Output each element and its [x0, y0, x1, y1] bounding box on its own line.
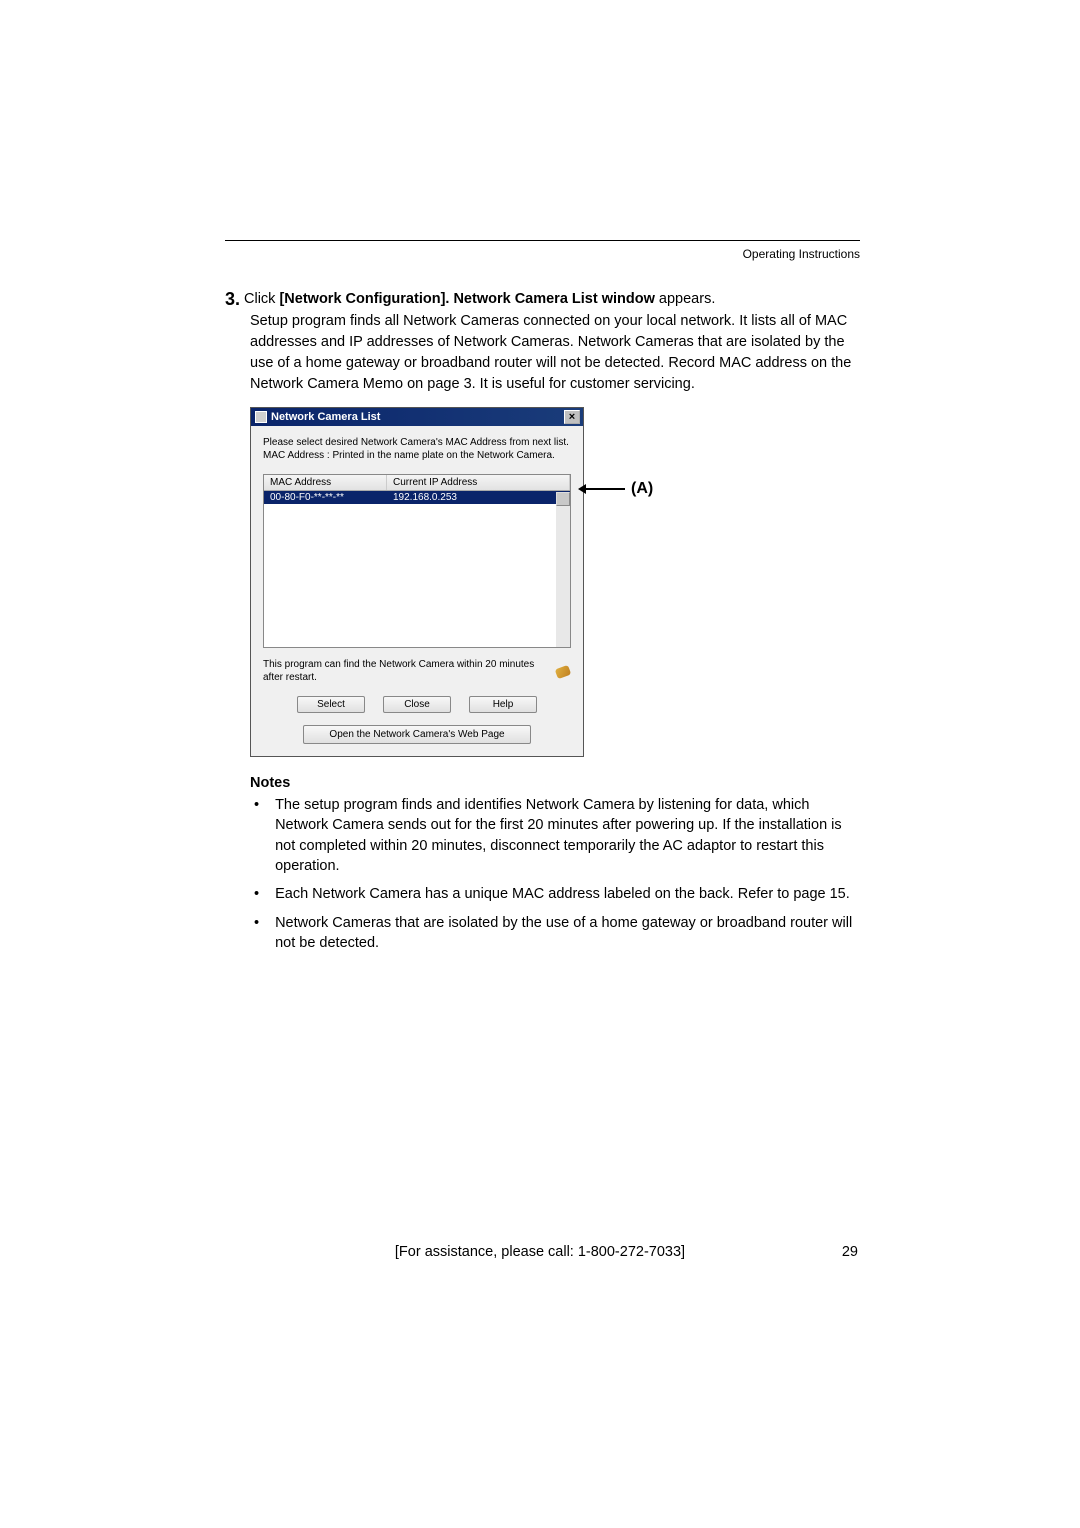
hint-row: This program can find the Network Camera… — [263, 658, 571, 684]
dialog-title: Network Camera List — [271, 411, 380, 423]
note-text-3: Network Cameras that are isolated by the… — [275, 913, 860, 954]
dialog-body: Please select desired Network Camera's M… — [251, 426, 583, 756]
header-rule — [225, 240, 860, 241]
step-bold: [Network Configuration]. Network Camera … — [279, 291, 654, 307]
callout-a: (A) — [580, 480, 653, 498]
camera-table: MAC Address Current IP Address 00-80-F0-… — [263, 474, 571, 648]
help-button[interactable]: Help — [469, 696, 537, 713]
col-mac[interactable]: MAC Address — [264, 475, 387, 490]
step-number: 3. — [225, 289, 240, 310]
note-text-1: The setup program finds and identifies N… — [275, 795, 860, 876]
callout-label: (A) — [631, 480, 653, 498]
note-text-2: Each Network Camera has a unique MAC add… — [275, 884, 850, 904]
scroll-thumb[interactable] — [556, 492, 570, 506]
open-webpage-button[interactable]: Open the Network Camera's Web Page — [303, 725, 531, 744]
app-icon — [255, 411, 267, 423]
notes-heading: Notes — [250, 775, 860, 791]
scrollbar[interactable] — [556, 492, 570, 647]
list-item: • Each Network Camera has a unique MAC a… — [250, 884, 860, 904]
dialog-container: Network Camera List × Please select desi… — [250, 407, 750, 757]
list-item: • The setup program finds and identifies… — [250, 795, 860, 876]
callout-arrow — [580, 488, 625, 490]
footer-assist: [For assistance, please call: 1-800-272-… — [0, 1244, 1080, 1260]
close-icon[interactable]: × — [564, 410, 580, 424]
select-button[interactable]: Select — [297, 696, 365, 713]
cell-ip: 192.168.0.253 — [387, 491, 570, 504]
titlebar-left: Network Camera List — [255, 411, 380, 423]
table-header: MAC Address Current IP Address — [264, 475, 570, 491]
step-3: 3. Click [Network Configuration]. Networ… — [225, 289, 860, 310]
plug-icon — [553, 664, 571, 684]
step-prefix: Click — [244, 291, 279, 307]
close-button[interactable]: Close — [383, 696, 451, 713]
header-label: Operating Instructions — [225, 247, 860, 261]
dialog-message: Please select desired Network Camera's M… — [263, 436, 571, 462]
network-camera-list-dialog: Network Camera List × Please select desi… — [250, 407, 584, 757]
bullet-icon: • — [254, 884, 259, 904]
col-ip[interactable]: Current IP Address — [387, 475, 570, 490]
step-text: Click [Network Configuration]. Network C… — [244, 289, 715, 309]
step-suffix: appears. — [655, 291, 715, 307]
page-number: 29 — [842, 1244, 858, 1260]
dialog-msg-line2: MAC Address : Printed in the name plate … — [263, 449, 571, 462]
button-row: Select Close Help — [263, 696, 571, 713]
paragraph: Setup program finds all Network Cameras … — [250, 311, 860, 395]
cell-mac: 00-80-F0-**-**-** — [264, 491, 387, 504]
titlebar: Network Camera List × — [251, 408, 583, 426]
notes-list: • The setup program finds and identifies… — [250, 795, 860, 953]
table-row[interactable]: 00-80-F0-**-**-** 192.168.0.253 — [264, 491, 570, 504]
list-item: • Network Cameras that are isolated by t… — [250, 913, 860, 954]
dialog-msg-line1: Please select desired Network Camera's M… — [263, 436, 571, 449]
bullet-icon: • — [254, 913, 259, 954]
bullet-icon: • — [254, 795, 259, 876]
hint-text: This program can find the Network Camera… — [263, 658, 553, 684]
